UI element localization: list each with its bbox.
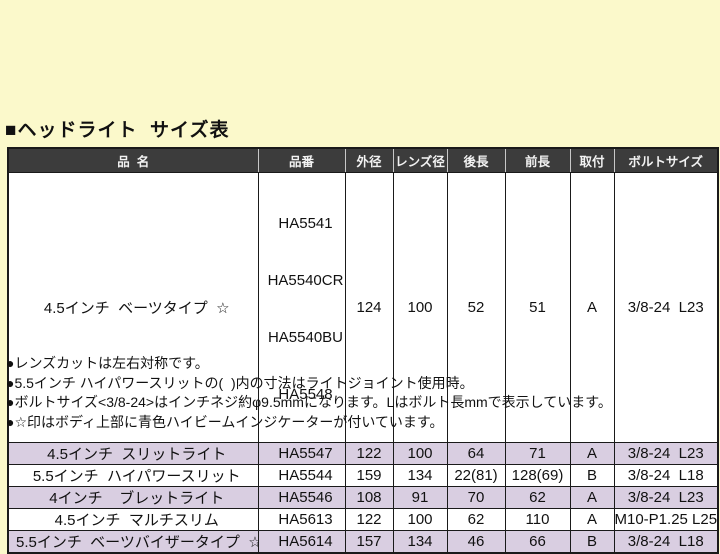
- cell-lens-diameter: 134: [392, 463, 448, 487]
- page-title: ■ヘッドライト サイズ表: [5, 120, 230, 141]
- col-header-outer-diameter: 外径: [344, 148, 393, 173]
- cell-bolt-size: 3/8-24 L23: [613, 171, 719, 443]
- cell-bolt-size: 3/8-24 L18: [613, 529, 719, 553]
- footnote-parentheses-dimensions: ●5.5インチ ハイパワースリットの( )内の寸法はライトジョイント使用時。: [6, 374, 474, 391]
- headlight-size-table: 品 名 品番 外径 レンズ径 後長 前長 取付 ボルトサイズ 4.5インチ ベー…: [7, 147, 719, 554]
- cell-part-numbers: HA5547: [257, 441, 346, 465]
- cell-product-name: 5.5インチ ハイパワースリット: [7, 463, 259, 487]
- part-number: HA5540BU: [267, 328, 344, 346]
- cell-rear-length: 70: [446, 485, 506, 509]
- table-header-row: 品 名 品番 外径 レンズ径 後長 前長 取付 ボルトサイズ: [8, 148, 718, 173]
- cell-rear-length: 52: [446, 171, 506, 443]
- cell-lens-diameter: 100: [392, 507, 448, 531]
- cell-product-name: 4インチ ブレットライト: [7, 485, 259, 509]
- cell-part-numbers: HA5544: [257, 463, 346, 487]
- table-row: 4.5インチ マルチスリム HA5613 122 100 62 110 A M1…: [7, 507, 719, 531]
- cell-rear-length: 46: [446, 529, 506, 553]
- cell-bolt-size: 3/8-24 L18: [613, 463, 719, 487]
- cell-product-name: 5.5インチ ベーツバイザータイプ ☆: [7, 529, 259, 553]
- cell-product-name: 4.5インチ ベーツタイプ ☆: [7, 171, 259, 443]
- part-number: HA5540CR: [267, 271, 344, 289]
- col-header-front-length: 前長: [504, 148, 570, 173]
- cell-part-numbers: HA5614: [257, 529, 346, 553]
- cell-front-length: 110: [504, 507, 571, 531]
- cell-bolt-size: 3/8-24 L23: [613, 485, 719, 509]
- col-header-mount-type: 取付: [569, 148, 614, 173]
- cell-part-numbers: HA5546: [257, 485, 346, 509]
- cell-mount-type: A: [569, 507, 615, 531]
- cell-outer-diameter: 159: [344, 463, 394, 487]
- col-header-bolt-size: ボルトサイズ: [613, 148, 718, 173]
- table-row: 5.5インチ ハイパワースリット HA5544 159 134 22(81) 1…: [7, 463, 719, 487]
- cell-lens-diameter: 100: [392, 441, 448, 465]
- cell-bolt-size: M10-P1.25 L25: [613, 507, 719, 531]
- footnote-lens-cut: ●レンズカットは左右対称です。: [6, 355, 209, 371]
- table-row: 4.5インチ ベーツタイプ ☆ HA5541 HA5540CR HA5540BU…: [7, 171, 719, 443]
- cell-rear-length: 64: [446, 441, 506, 465]
- cell-mount-type: A: [569, 441, 615, 465]
- col-header-lens-diameter: レンズ径: [392, 148, 447, 173]
- cell-product-name: 4.5インチ スリットライト: [7, 441, 259, 465]
- cell-front-length: 62: [504, 485, 571, 509]
- table-row: 5.5インチ ベーツバイザータイプ ☆ HA5614 157 134 46 66…: [7, 529, 719, 553]
- cell-front-length: 71: [504, 441, 571, 465]
- cell-front-length: 66: [504, 529, 571, 553]
- cell-mount-type: B: [569, 463, 615, 487]
- col-header-part-number: 品番: [257, 148, 345, 173]
- cell-outer-diameter: 157: [344, 529, 394, 553]
- cell-part-numbers: HA5613: [257, 507, 346, 531]
- footnotes: ●レンズカットは左右対称です。 ●5.5インチ ハイパワースリットの( )内の寸…: [6, 354, 716, 432]
- cell-outer-diameter: 122: [344, 441, 394, 465]
- footnote-star-mark: ●☆印はボディ上部に青色ハイビームインジケーターが付いています。: [6, 413, 444, 430]
- footnote-bolt-size: ●ボルトサイズ<3/8-24>はインチネジ約φ9.5mmになります。Lはボルト長…: [6, 394, 612, 410]
- cell-product-name: 4.5インチ マルチスリム: [7, 507, 259, 531]
- cell-outer-diameter: 122: [344, 507, 394, 531]
- cell-outer-diameter: 124: [344, 171, 394, 443]
- col-header-rear-length: 後長: [446, 148, 505, 173]
- col-header-product-name: 品 名: [8, 148, 258, 173]
- cell-outer-diameter: 108: [344, 485, 394, 509]
- cell-lens-diameter: 91: [392, 485, 448, 509]
- cell-part-numbers: HA5541 HA5540CR HA5540BU HA5548: [257, 171, 346, 443]
- cell-rear-length: 62: [446, 507, 506, 531]
- part-number: HA5541: [278, 214, 333, 232]
- table-row: 4.5インチ スリットライト HA5547 122 100 64 71 A 3/…: [7, 441, 719, 465]
- cell-lens-diameter: 134: [392, 529, 448, 553]
- cell-bolt-size: 3/8-24 L23: [613, 441, 719, 465]
- cell-rear-length: 22(81): [446, 463, 506, 487]
- cell-front-length: 128(69): [504, 463, 571, 487]
- cell-mount-type: A: [569, 485, 615, 509]
- table-row: 4インチ ブレットライト HA5546 108 91 70 62 A 3/8-2…: [7, 485, 719, 509]
- cell-mount-type: B: [569, 529, 615, 553]
- part-number: HA5548: [278, 385, 333, 403]
